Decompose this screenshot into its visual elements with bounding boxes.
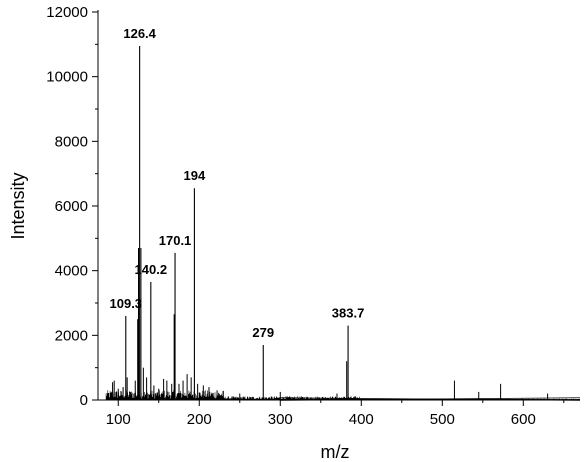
y-tick-label: 12000 xyxy=(46,4,88,21)
x-tick-label: 400 xyxy=(349,411,374,428)
peak-label: 279 xyxy=(252,325,274,340)
y-tick-label: 8000 xyxy=(55,133,88,150)
peak-label: 109.3 xyxy=(110,296,143,311)
y-tick-label: 6000 xyxy=(55,198,88,215)
x-tick-label: 200 xyxy=(187,411,212,428)
labels: 109.3 126.4 140.2 170.1 194 279 383.7 0 2000 4000… xyxy=(8,4,536,462)
y-axis-title: Intensity xyxy=(8,172,28,239)
y-tick-label: 10000 xyxy=(46,69,88,86)
x-tick-label: 300 xyxy=(268,411,293,428)
x-tick-label: 100 xyxy=(106,411,131,428)
x-tick-label: 500 xyxy=(430,411,455,428)
axes xyxy=(92,10,580,406)
peak-label: 383.7 xyxy=(332,306,365,321)
peak-label: 140.2 xyxy=(135,262,168,277)
peak-label: 194 xyxy=(184,168,206,183)
x-axis-title: m/z xyxy=(321,442,350,462)
y-tick-label: 4000 xyxy=(55,263,88,280)
peak-label: 170.1 xyxy=(159,233,192,248)
x-tick-label: 600 xyxy=(511,411,536,428)
plot-area xyxy=(105,45,581,401)
peak-label: 126.4 xyxy=(123,26,156,41)
y-tick-label: 2000 xyxy=(55,327,88,344)
y-tick-label: 0 xyxy=(80,392,88,409)
